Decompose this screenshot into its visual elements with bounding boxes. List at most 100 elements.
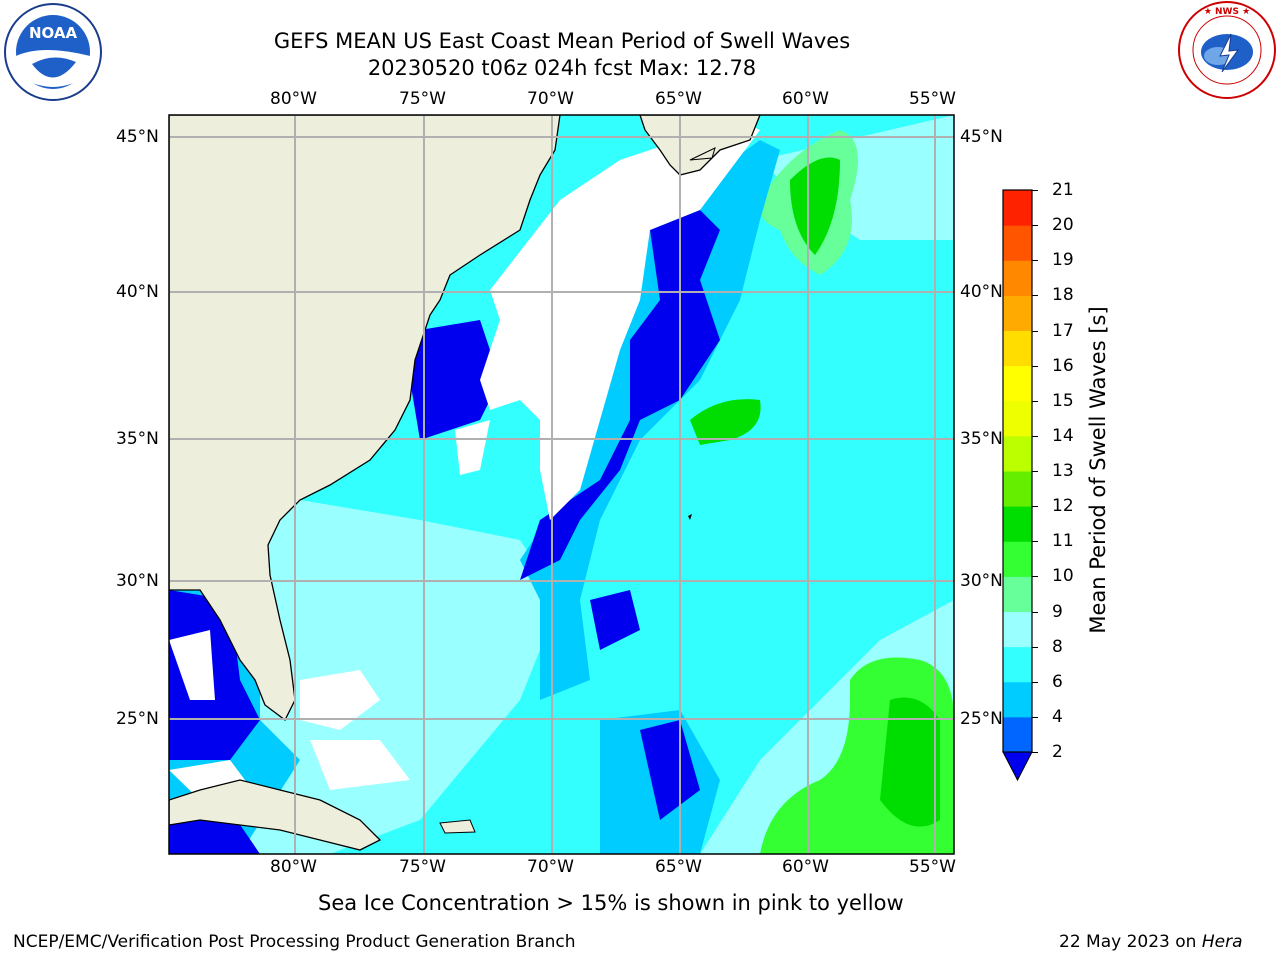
colorbar-tick-label: 11 <box>1052 531 1074 552</box>
colorbar-tick-label: 21 <box>1052 180 1074 200</box>
colorbar-tick-label: 10 <box>1052 566 1074 587</box>
colorbar-tick-label: 13 <box>1052 461 1074 481</box>
lon-label-bottom-80w: 80°W <box>270 857 317 877</box>
colorbar-tick-mark <box>1032 260 1038 262</box>
lat-label-right-25n: 25°N <box>960 709 1003 729</box>
svg-text:★ NWS ★: ★ NWS ★ <box>1204 7 1250 17</box>
no-data-bahamas <box>300 670 380 730</box>
colorbar-tick-label: 20 <box>1052 215 1074 236</box>
land-bermuda <box>688 514 692 520</box>
colorbar-step <box>1003 225 1032 261</box>
land-cuba <box>169 779 382 851</box>
colorbar-step <box>1003 260 1032 296</box>
colorbar-tick-label: 18 <box>1052 285 1074 306</box>
colorbar-under-arrow <box>1002 751 1033 782</box>
swell-patch-dark-2 <box>640 720 700 820</box>
colorbar-tick-mark <box>1032 716 1038 718</box>
lon-label-bottom-60w: 60°W <box>782 857 829 877</box>
swell-band-11-12 <box>880 697 940 827</box>
chart-subtitle: 20230520 t06z 024h fcst Max: 12.78 <box>367 56 757 80</box>
lon-label-top-75w: 75°W <box>399 89 446 109</box>
colorbar-step <box>1003 646 1032 683</box>
colorbar-step <box>1003 681 1032 718</box>
colorbar-tick-mark <box>1032 681 1038 683</box>
colorbar-tick-label: 2 <box>1052 742 1063 762</box>
map-frame <box>168 114 955 855</box>
land-cape-breton <box>689 147 716 161</box>
colorbar-tick-mark <box>1032 435 1038 437</box>
colorbar-tick-label: 6 <box>1052 671 1063 692</box>
lat-label-left-45n: 45°N <box>116 127 159 147</box>
colorbar-tick-mark <box>1032 576 1038 578</box>
colorbar-tick-label: 12 <box>1052 496 1074 517</box>
land-nova-scotia <box>639 115 761 176</box>
colorbar-tick-label: 19 <box>1052 250 1074 271</box>
lon-label-top-60w: 60°W <box>782 89 829 109</box>
colorbar <box>1002 189 1033 782</box>
swell-band-under-2 <box>520 210 720 580</box>
colorbar-step <box>1003 400 1032 437</box>
land-hispaniola <box>439 819 476 834</box>
lon-label-bottom-65w: 65°W <box>655 857 702 877</box>
swell-patch-35n <box>690 399 761 445</box>
colorbar-step <box>1003 611 1032 648</box>
lat-label-left-25n: 25°N <box>116 709 159 729</box>
colorbar-step <box>1003 435 1032 472</box>
colorbar-tick-mark <box>1032 190 1038 191</box>
colorbar-tick-label: 17 <box>1052 320 1074 341</box>
no-data-region <box>480 120 760 520</box>
map-gridlines <box>169 115 954 854</box>
swell-band-8-9-north <box>760 115 954 240</box>
colorbar-tick-mark <box>1032 471 1038 472</box>
lon-label-top-70w: 70°W <box>527 89 574 109</box>
no-data-bahamas-2 <box>310 740 410 790</box>
swell-patch-dark-1 <box>590 590 640 650</box>
lat-label-right-40n: 40°N <box>960 282 1003 302</box>
footer-left: NCEP/EMC/Verification Post Processing Pr… <box>13 932 576 952</box>
no-data-region-2 <box>455 420 490 475</box>
colorbar-tick-label: 8 <box>1052 636 1063 657</box>
colorbar-tick-mark <box>1032 752 1038 753</box>
colorbar-tick-mark <box>1032 646 1038 648</box>
colorbar-tick-mark <box>1032 365 1038 367</box>
colorbar-tick-mark <box>1032 611 1038 613</box>
lat-label-right-30n: 30°N <box>960 571 1003 591</box>
colorbar-step <box>1003 190 1032 226</box>
footer-right: 22 May 2023 on Hera <box>1059 932 1243 952</box>
colorbar-tick-mark <box>1032 400 1038 402</box>
colorbar-step <box>1003 506 1032 542</box>
chart-title: GEFS MEAN US East Coast Mean Period of S… <box>273 29 851 53</box>
colorbar-tick-mark <box>1032 541 1038 543</box>
lat-label-left-30n: 30°N <box>116 571 159 591</box>
lon-label-top-80w: 80°W <box>270 89 317 109</box>
colorbar-tick-label: 14 <box>1052 425 1074 446</box>
lat-label-right-35n: 35°N <box>960 429 1003 449</box>
colorbar-tick-mark <box>1032 295 1038 297</box>
lat-label-left-40n: 40°N <box>116 282 159 302</box>
swell-band-under-2-mid <box>410 320 500 440</box>
colorbar-tick-mark <box>1032 506 1038 508</box>
colorbar-steps <box>1003 190 1032 753</box>
lon-label-bottom-75w: 75°W <box>399 857 446 877</box>
colorbar-step <box>1003 541 1032 577</box>
colorbar-tick-label: 9 <box>1052 601 1063 622</box>
colorbar-tick-mark <box>1032 330 1038 332</box>
colorbar-tick-label: 15 <box>1052 390 1074 411</box>
noaa-logo-text: NOAA <box>29 24 78 42</box>
colorbar-tick-label: 4 <box>1052 706 1063 727</box>
land-us-east-coast <box>169 115 561 721</box>
colorbar-step <box>1003 330 1032 367</box>
swell-band-under-2-gulf <box>169 590 260 760</box>
lon-label-bottom-55w: 55°W <box>909 857 956 877</box>
noaa-logo: NOAA <box>4 3 102 101</box>
colorbar-tick-mark <box>1032 225 1038 227</box>
swell-band-11-north <box>790 157 840 255</box>
colorbar-tick-label: 16 <box>1052 355 1074 376</box>
lat-label-right-45n: 45°N <box>960 127 1003 147</box>
sea-ice-note: Sea Ice Concentration > 15% is shown in … <box>318 891 904 915</box>
lon-label-bottom-70w: 70°W <box>527 857 574 877</box>
colorbar-step <box>1003 295 1032 331</box>
footer-date: 22 May 2023 on <box>1059 932 1197 952</box>
lat-label-left-35n: 35°N <box>116 429 159 449</box>
